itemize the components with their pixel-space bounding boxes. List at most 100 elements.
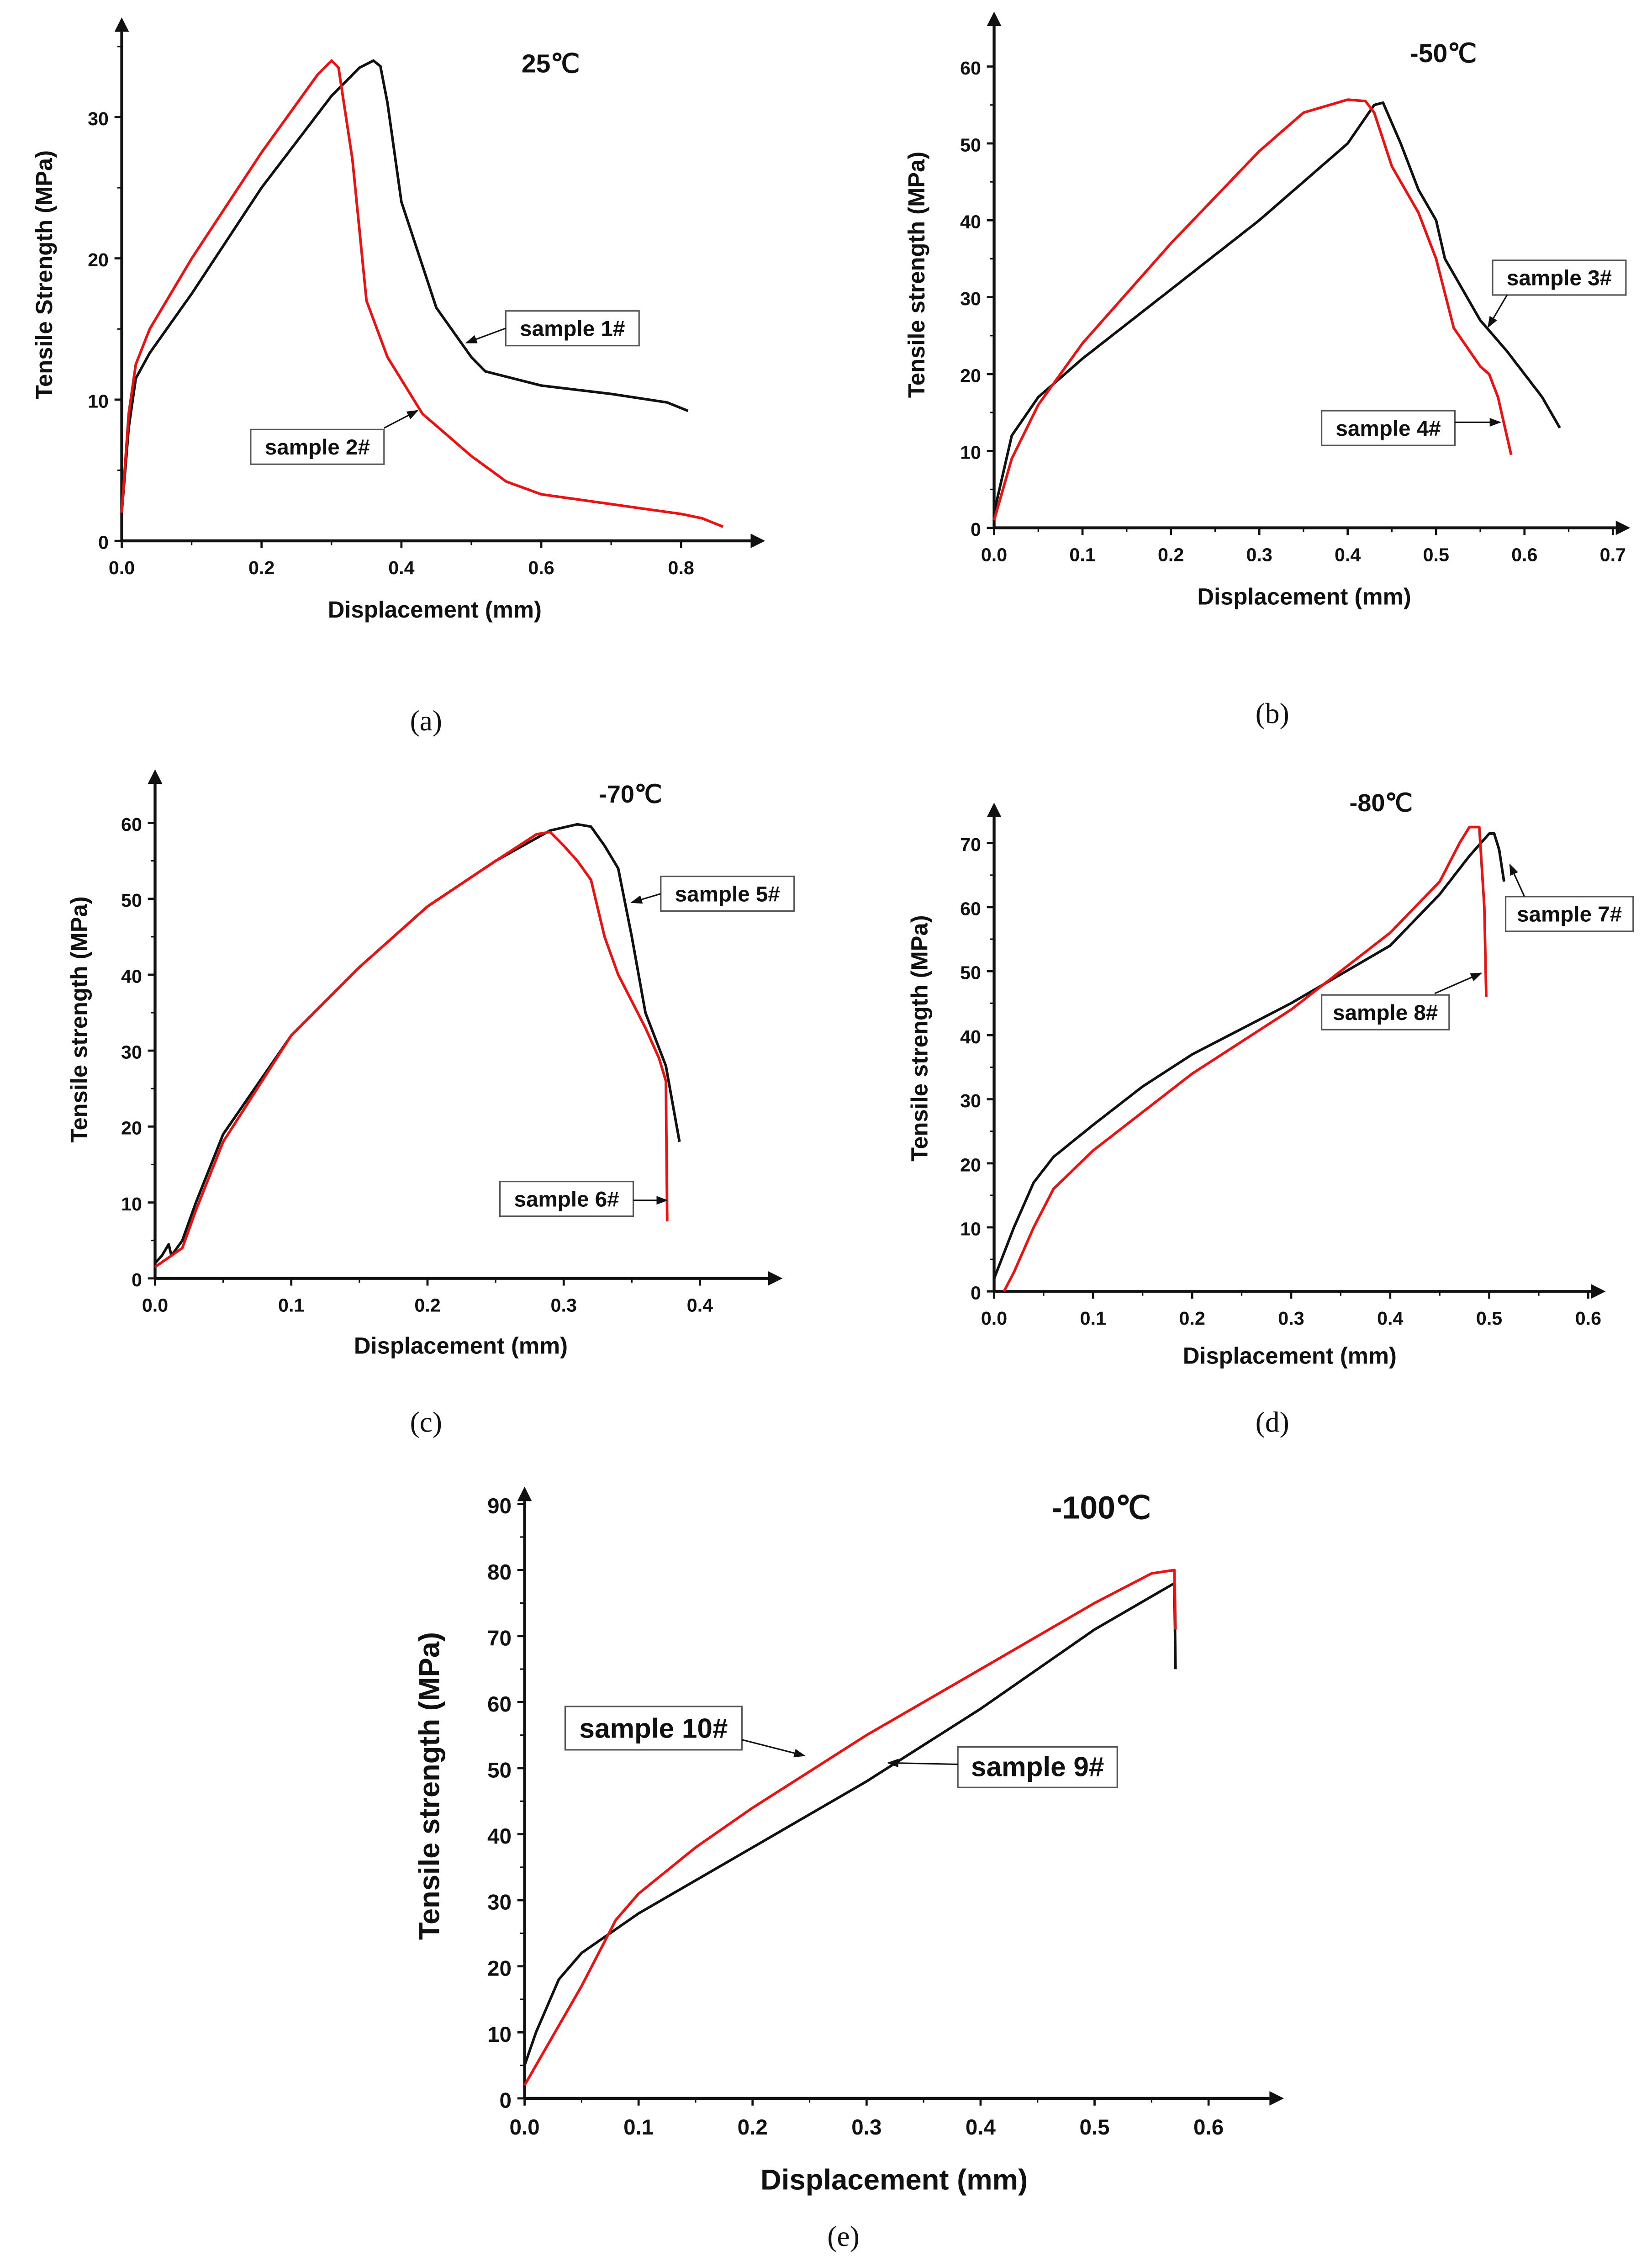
x-axis-arrow-icon — [1591, 1284, 1606, 1299]
y-tick-label: 40 — [487, 1824, 512, 1849]
x-tick-label: 0.1 — [623, 2115, 654, 2140]
x-tick-label: 0.0 — [509, 2115, 539, 2140]
x-tick-label: 0.3 — [1278, 1308, 1304, 1329]
x-tick-label: 0.3 — [851, 2115, 881, 2140]
x-tick-label: 0.2 — [248, 557, 274, 578]
series-label-box — [660, 876, 795, 912]
series-label: sample 4# — [1335, 417, 1441, 441]
y-tick-label: 30 — [487, 1891, 512, 1915]
y-tick-label: 30 — [88, 108, 109, 129]
y-tick-label: 70 — [487, 1626, 512, 1650]
y-tick-label: 10 — [960, 1219, 981, 1240]
y-axis-label: Tensile strength (MPa) — [907, 915, 933, 1162]
y-axis-label: Tensile Strength (MPa) — [31, 150, 57, 399]
x-tick-label: 0.3 — [1246, 544, 1272, 565]
chart-title: -50℃ — [1410, 39, 1477, 68]
y-tick-label: 60 — [121, 814, 142, 835]
series-label-box — [505, 310, 640, 347]
label-arrow-icon — [1509, 863, 1525, 897]
x-tick-label: 0.5 — [1079, 2115, 1109, 2140]
panel-caption: (a) — [410, 705, 442, 737]
chart-panel-b: 0.0 0.1 0.2 0.3 0.4 0.5 0.6 0.7 0 10 20 30 40 50 60 Dis… — [903, 11, 1631, 729]
x-axis-arrow-icon — [1269, 2091, 1284, 2106]
x-axis-label: Displacement (mm) — [1183, 1343, 1397, 1369]
x-tick-label: 0.5 — [1476, 1308, 1502, 1329]
label-arrow-icon — [465, 328, 506, 343]
x-tick-label: 0.3 — [551, 1295, 577, 1316]
label-arrow-icon — [384, 410, 419, 429]
x-tick-label: 0.2 — [1158, 544, 1184, 565]
y-tick-label: 10 — [88, 391, 109, 412]
x-tick-label: 0.4 — [966, 2115, 996, 2140]
series-line-sample-8 — [1003, 825, 1488, 1292]
series-line-sample-4 — [992, 98, 1513, 521]
x-tick-label: 0.2 — [738, 2115, 768, 2140]
x-tick-label: 0.1 — [1069, 544, 1095, 565]
y-tick-label: 70 — [960, 834, 981, 855]
x-tick-label: 0.6 — [1575, 1308, 1601, 1329]
chart-panel-a: 0.0 0.2 0.4 0.6 0.8 0 10 20 30 Displacement (mm) T… — [31, 17, 765, 737]
chart-panel-c: 0.0 0.1 0.2 0.3 0.4 0 10 20 30 40 50 60 Displacement… — [66, 769, 795, 1438]
y-tick-label: 40 — [960, 1026, 981, 1047]
x-tick-label: 0.0 — [981, 1308, 1007, 1329]
series-line-sample-2 — [120, 59, 723, 528]
label-arrow-icon — [1434, 972, 1483, 994]
x-axis-arrow-icon — [768, 1271, 783, 1286]
panel-caption: (b) — [1256, 697, 1289, 729]
x-tick-label: 0.2 — [414, 1295, 440, 1316]
label-arrow-icon — [630, 893, 661, 904]
chart-title: -100℃ — [1051, 1490, 1151, 1525]
x-tick-label: 0.6 — [1193, 2115, 1224, 2140]
y-tick-label: 50 — [121, 890, 142, 911]
x-axis-arrow-icon — [750, 534, 765, 548]
x-tick-label: 0.0 — [981, 544, 1007, 565]
series-label: sample 7# — [1517, 903, 1622, 927]
y-axis-arrow-icon — [987, 803, 1002, 817]
panel-caption: (c) — [410, 1406, 442, 1438]
x-tick-label: 0.6 — [528, 557, 554, 578]
panel-caption: (e) — [827, 2220, 859, 2252]
y-tick-label: 0 — [971, 1283, 981, 1304]
chart-title: -80℃ — [1349, 789, 1413, 817]
x-tick-label: 0.4 — [388, 557, 414, 578]
x-tick-label: 0.0 — [109, 557, 135, 578]
series-label-box — [250, 428, 385, 465]
y-tick-label: 20 — [121, 1118, 142, 1139]
series-label: sample 5# — [675, 882, 780, 906]
y-axis-arrow-icon — [987, 11, 1002, 26]
x-axis-arrow-icon — [1615, 520, 1631, 535]
panel-caption: (d) — [1256, 1406, 1289, 1438]
label-arrow-icon — [742, 1739, 806, 1758]
y-tick-label: 30 — [960, 288, 981, 309]
x-axis-label: Displacement (mm) — [1197, 583, 1411, 609]
y-tick-label: 30 — [960, 1090, 981, 1111]
y-tick-label: 20 — [487, 1956, 512, 1981]
series-line-sample-1 — [120, 59, 689, 513]
y-tick-label: 0 — [500, 2089, 512, 2113]
series-line-sample-6 — [154, 830, 669, 1268]
y-tick-label: 10 — [121, 1194, 142, 1215]
x-tick-label: 0.6 — [1511, 544, 1537, 565]
y-axis-arrow-icon — [114, 17, 129, 32]
series-label: sample 9# — [971, 1751, 1104, 1782]
x-tick-label: 0.4 — [1335, 544, 1361, 565]
x-tick-label: 0.5 — [1423, 544, 1449, 565]
series-label-box — [499, 1181, 634, 1217]
y-tick-label: 0 — [971, 519, 981, 540]
label-arrow-icon — [887, 1759, 958, 1768]
y-tick-label: 0 — [98, 532, 109, 553]
y-axis-label: Tensile strength (MPa) — [413, 1632, 445, 1940]
y-tick-label: 50 — [960, 134, 981, 155]
y-tick-label: 90 — [487, 1494, 512, 1518]
series-label-box — [564, 1706, 743, 1751]
y-tick-label: 60 — [960, 58, 981, 79]
y-axis-label: Tensile strength (MPa) — [66, 896, 92, 1142]
y-tick-label: 60 — [960, 898, 981, 919]
y-axis-arrow-icon — [148, 769, 163, 784]
x-axis-label: Displacement (mm) — [354, 1332, 568, 1358]
y-tick-label: 30 — [121, 1042, 142, 1063]
x-tick-label: 0.2 — [1179, 1308, 1205, 1329]
y-tick-label: 40 — [960, 211, 981, 232]
y-tick-label: 40 — [121, 966, 142, 987]
